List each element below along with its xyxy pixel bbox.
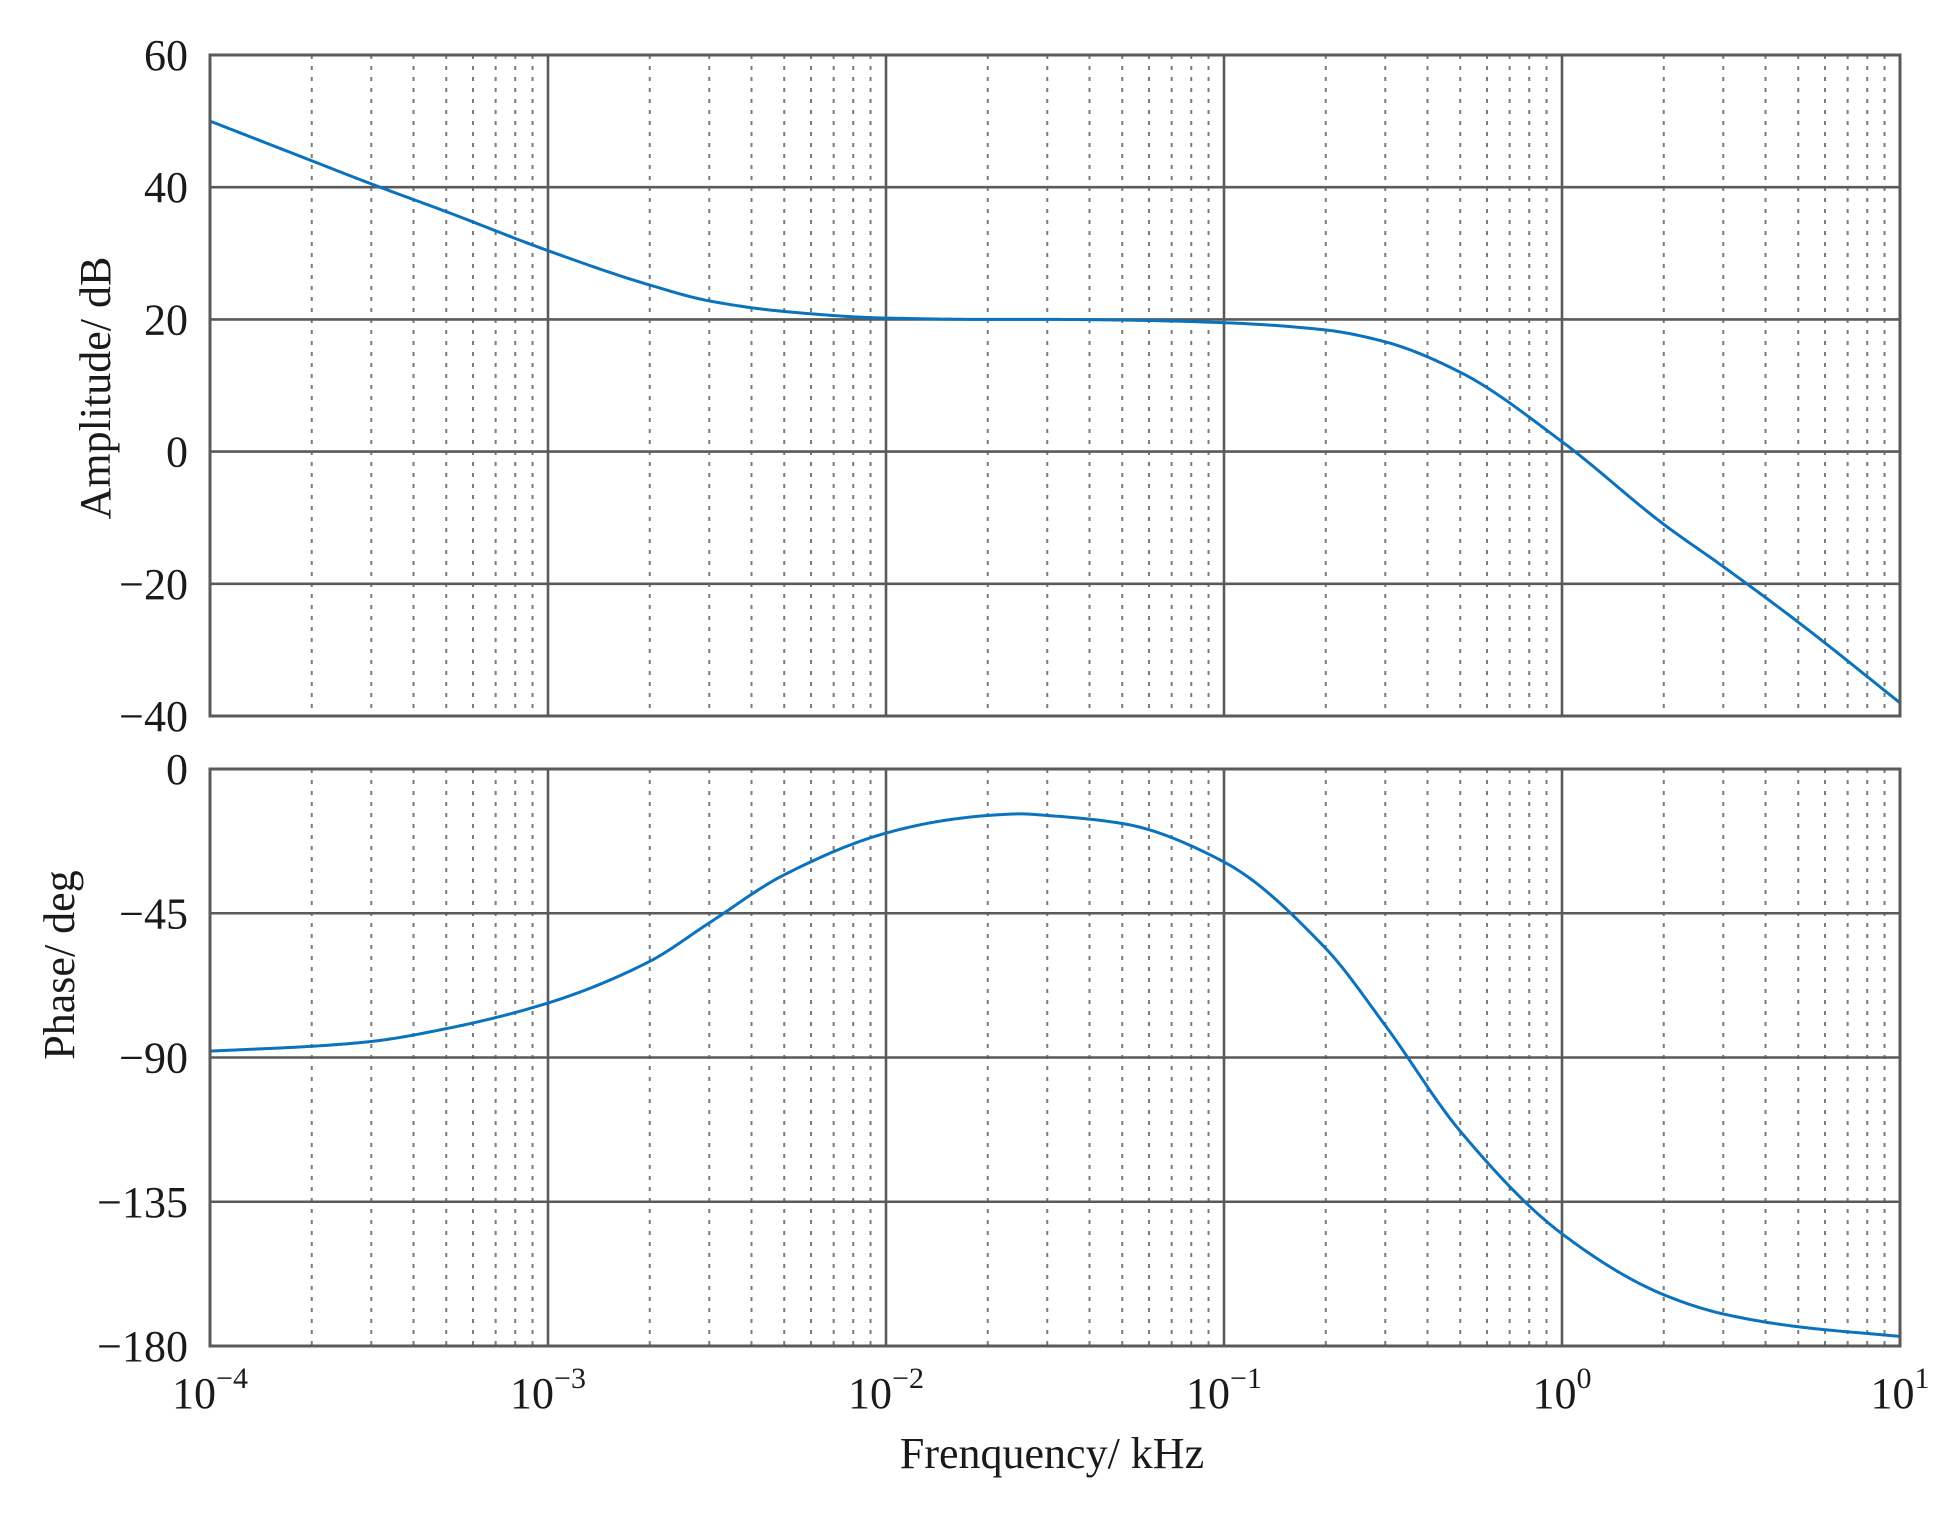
panel-bottom-x-tick-label: 100	[1533, 1362, 1592, 1418]
panel-bottom-y-tick-label: −90	[119, 1034, 188, 1083]
panel-bottom-frame	[208, 767, 1902, 1348]
panel-bottom-x-tick-label: 10−2	[848, 1362, 924, 1418]
panel-bottom-response-curve	[209, 812, 1901, 1338]
panel-bottom-x-tick-label: 101	[1871, 1362, 1930, 1418]
frequency-axis-title: Frenquency/ kHz	[900, 1429, 1204, 1478]
panel-top-y-tick-label: 0	[166, 428, 188, 477]
panel-top-y-tick-label: −20	[119, 560, 188, 609]
amplitude-axis-title: Amplitude/ dB	[71, 257, 120, 520]
panel-bottom-y-tick-label: −135	[97, 1178, 188, 1227]
panel-bottom-y-tick-label: −45	[119, 889, 188, 938]
panel-bottom-y-tick-label: 0	[166, 745, 188, 794]
panel-top-y-tick-label: 40	[144, 163, 188, 212]
panel-bottom-x-tick-label: 10−1	[1186, 1362, 1262, 1418]
panel-top-y-tick-label: 20	[144, 295, 188, 344]
panel-bottom-x-tick-label: 10−3	[510, 1362, 586, 1418]
phase-axis-title: Phase/ deg	[35, 870, 84, 1059]
panel-bottom-y-tick-label: −180	[97, 1322, 188, 1371]
panel-top-frame	[208, 53, 1902, 718]
grid-layer	[208, 53, 1902, 1348]
panel-bottom-x-tick-label: 10−4	[172, 1362, 248, 1418]
panel-top-y-tick-label: −40	[119, 692, 188, 741]
frame-layer	[208, 53, 1902, 1348]
panel-top-response-curve	[209, 119, 1901, 704]
curve-layer	[209, 119, 1901, 1338]
panel-top-y-tick-label: 60	[144, 31, 188, 80]
